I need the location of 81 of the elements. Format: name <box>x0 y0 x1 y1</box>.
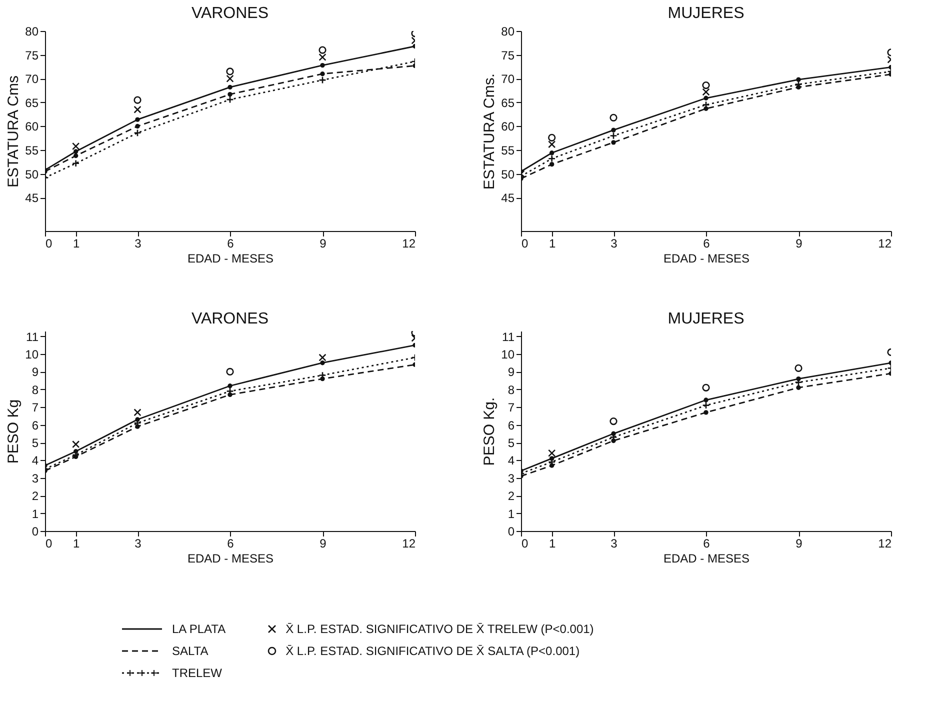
x-tick-label: 3 <box>134 536 142 550</box>
x-axis-title: EDAD - MESES <box>663 252 750 266</box>
x-tick-label: 6 <box>227 536 234 550</box>
x-tick-label: 1 <box>548 536 556 550</box>
y-axis-title: ESTATURA Cms. <box>481 73 498 190</box>
y-tick-label: 45 <box>25 191 39 206</box>
x-axis-title: EDAD - MESES <box>187 252 274 266</box>
x-tick-label: 12 <box>878 236 892 250</box>
x-tick-label: 6 <box>703 236 710 250</box>
x-tick-label: 9 <box>320 236 327 250</box>
y-tick-label: 11 <box>502 330 515 344</box>
y-tick-label: 10 <box>501 348 515 362</box>
y-tick-label: 2 <box>508 489 515 504</box>
y-tick-label: 70 <box>25 72 39 86</box>
chart-title: MUJERES <box>668 5 744 22</box>
legend-label: X̄ L.P. ESTAD. SIGNIFICATIVO DE X̄ TRELEW (P<0.001) <box>286 622 594 636</box>
x-tick-label: 9 <box>796 236 803 250</box>
x-tick-label: 0 <box>522 236 528 250</box>
x-tick-label: 6 <box>703 536 710 550</box>
y-tick-label: 10 <box>25 348 39 362</box>
y-tick-label: 60 <box>501 120 515 134</box>
y-tick-label: 8 <box>32 382 39 397</box>
y-tick-label: 55 <box>25 144 39 158</box>
x-tick-label: 3 <box>610 236 618 250</box>
y-tick-label: 8 <box>508 382 515 397</box>
x-tick-label: 6 <box>227 236 234 250</box>
y-tick-label: 75 <box>25 48 39 62</box>
x-axis-title: EDAD - MESES <box>187 552 274 566</box>
y-tick-label: 1 <box>508 506 515 521</box>
y-axis-title: PESO Kg <box>5 399 22 464</box>
x-tick-label: 12 <box>402 536 416 550</box>
x-tick-label: 12 <box>402 236 416 250</box>
legend-label: SALTA <box>172 644 208 658</box>
y-tick-label: 9 <box>508 365 515 380</box>
chart-title: MUJERES <box>668 310 744 328</box>
x-tick-label: 3 <box>134 236 142 250</box>
y-tick-label: 5 <box>508 436 515 450</box>
y-tick-label: 3 <box>508 471 515 486</box>
y-tick-label: 45 <box>501 191 515 206</box>
x-tick-label: 9 <box>320 536 327 550</box>
y-tick-label: 50 <box>25 167 39 182</box>
y-tick-label: 0 <box>32 524 39 538</box>
x-tick-label: 1 <box>72 236 80 250</box>
y-tick-label: 11 <box>26 330 39 344</box>
y-axis-title: ESTATURA Cms <box>5 76 22 188</box>
y-tick-label: 70 <box>501 72 515 86</box>
x-tick-label: 1 <box>72 536 80 550</box>
y-tick-label: 4 <box>32 454 39 468</box>
y-tick-label: 3 <box>32 471 39 486</box>
y-tick-label: 4 <box>508 454 515 468</box>
y-tick-label: 50 <box>501 167 515 182</box>
y-tick-label: 80 <box>501 24 515 38</box>
legend-label: X̄ L.P. ESTAD. SIGNIFICATIVO DE X̄ SALTA (P<0.001) <box>286 644 580 658</box>
y-tick-label: 7 <box>508 400 515 415</box>
chart-title: VARONES <box>191 5 269 22</box>
y-tick-label: 80 <box>25 24 39 38</box>
y-tick-label: 65 <box>25 96 39 110</box>
x-tick-label: 0 <box>46 536 52 550</box>
y-tick-label: 1 <box>32 506 39 521</box>
y-tick-label: 55 <box>501 144 515 158</box>
x-tick-label: 1 <box>548 236 556 250</box>
y-tick-label: 75 <box>501 48 515 62</box>
y-tick-label: 0 <box>508 524 515 538</box>
x-tick-label: 3 <box>610 536 618 550</box>
y-tick-label: 65 <box>501 96 515 110</box>
y-tick-label: 6 <box>32 418 39 432</box>
x-axis-title: EDAD - MESES <box>663 552 750 566</box>
x-tick-label: 9 <box>796 536 803 550</box>
y-tick-label: 9 <box>32 365 39 380</box>
y-axis-title: PESO Kg. <box>481 397 498 466</box>
y-tick-label: 5 <box>32 436 39 450</box>
x-tick-label: 0 <box>46 236 52 250</box>
legend-label: TRELEW <box>172 666 222 680</box>
y-tick-label: 7 <box>32 400 39 415</box>
x-tick-label: 12 <box>878 536 892 550</box>
y-tick-label: 6 <box>508 418 515 432</box>
chart-title: VARONES <box>191 310 269 328</box>
x-tick-label: 0 <box>522 536 528 550</box>
legend-label: LA PLATA <box>172 622 226 636</box>
y-tick-label: 2 <box>32 489 39 504</box>
y-tick-label: 60 <box>25 120 39 134</box>
